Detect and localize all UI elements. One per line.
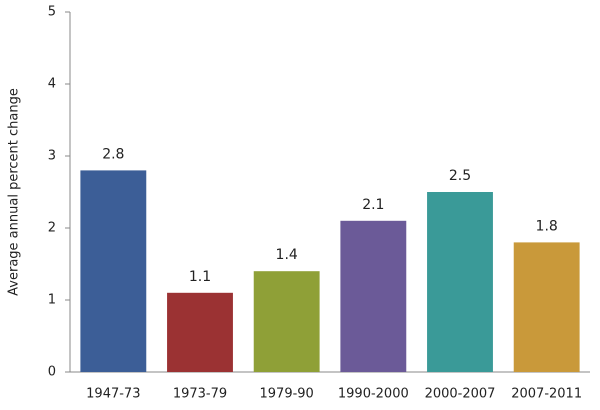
y-tick-label: 2	[48, 221, 56, 236]
data-label: 2.8	[102, 146, 124, 162]
y-tick-label: 3	[48, 149, 56, 164]
bar	[253, 271, 320, 372]
y-tick-label: 4	[48, 77, 56, 92]
bar	[513, 242, 580, 372]
data-label: 2.1	[362, 197, 384, 213]
bar	[340, 220, 407, 372]
x-tick-label: 1979-90	[260, 387, 314, 402]
x-tick-label: 2007-2011	[511, 387, 582, 402]
data-label: 2.5	[449, 168, 471, 184]
x-tick-label: 1947-73	[86, 387, 140, 402]
data-label: 1.8	[536, 218, 558, 234]
y-tick-label: 5	[48, 5, 56, 20]
x-tick-label: 2000-2007	[425, 387, 496, 402]
bar	[427, 192, 493, 372]
bar	[167, 292, 233, 372]
x-tick-label: 1990-2000	[338, 387, 409, 402]
x-tick-label: 1973-79	[173, 387, 227, 402]
y-axis-label: Average annual percent change	[7, 88, 22, 296]
data-label: 1.4	[276, 247, 298, 263]
y-tick-label: 0	[48, 365, 56, 380]
data-label: 1.1	[189, 269, 211, 285]
bar	[80, 170, 147, 372]
y-tick-label: 1	[48, 293, 56, 308]
